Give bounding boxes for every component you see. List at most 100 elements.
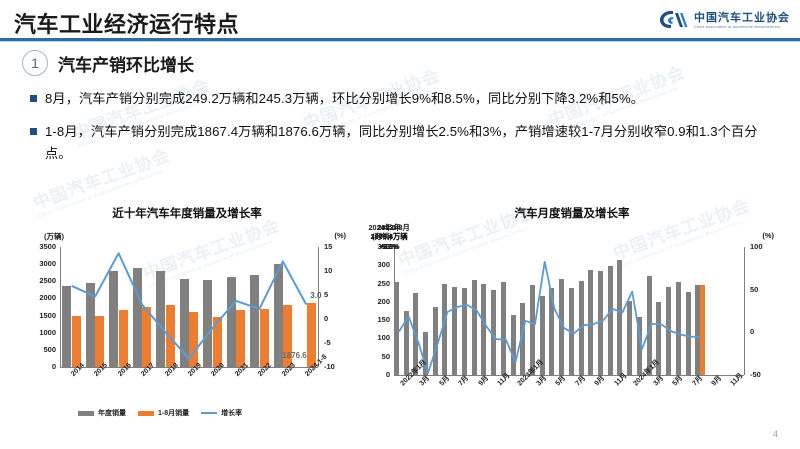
bar [132,268,142,367]
y-axis-tick: 500 [43,344,56,354]
legend-swatch [138,410,154,416]
bar [520,302,526,375]
bar [500,281,506,375]
bar [109,270,119,367]
y2-axis-tick: -50 [750,370,761,379]
bar [189,311,199,367]
bar [306,302,316,367]
legend-label: 年度销量 [98,410,126,417]
y-axis-tick: 1000 [39,327,56,337]
header-divider-light [0,41,800,42]
y2-axis-line [318,247,320,367]
header-divider [0,38,800,41]
list-item: 1-8月，汽车产销分别完成1867.4万辆和1876.6万辆，同比分别增长2.5… [30,121,778,164]
y-axis-tick: 250 [377,278,390,288]
y-axis-tick: 2500 [39,276,56,286]
section-number: 1 [22,50,48,76]
bar [598,270,604,375]
bar [471,279,477,375]
bar [529,285,535,375]
bar [646,276,652,375]
bar [549,287,555,375]
data-label: 3.0 [310,290,322,300]
y2-axis-tick: -10 [324,362,335,371]
bar [452,286,458,375]
y-axis-tick: 350 [377,242,390,251]
caam-logo: 中国汽车工业协会 China Association of Automobile… [658,8,790,30]
bar [695,285,701,375]
bar [118,309,128,367]
bar [250,274,260,367]
caam-logo-icon [658,8,688,30]
legend-swatch [201,411,218,415]
bullet-square-icon [30,128,37,136]
bar [461,287,467,375]
bar [85,282,95,367]
y2-axis-tick: 100 [750,242,763,251]
bullet-list: 8月，汽车产销分别完成249.2万辆和245.3万辆，环比分别增长9%和8.5%… [30,88,778,176]
bar [283,304,293,367]
growth-rate-line [398,260,701,374]
bar [179,278,189,367]
y2-axis-tick: 5 [324,290,329,299]
bar [403,311,409,375]
y-axis-tick: 100 [377,333,390,343]
x-axis-line [60,367,318,369]
bar [675,281,681,375]
y2-axis-unit: (%) [334,231,346,240]
page-number: 4 [772,429,778,439]
bar [273,263,283,367]
bullet-square-icon [30,95,37,102]
bar [212,317,222,367]
y-axis-tick: 0 [51,362,56,371]
chart-legend: 年度销量 1-8月销量 增长率 [78,408,242,418]
bar [656,301,662,375]
y2-axis-unit: (%) [762,231,774,240]
bar [236,310,246,367]
y-axis-tick: 300 [377,260,390,270]
bar [423,331,429,375]
x-axis-line [394,375,744,377]
y-axis-unit: (万销) [372,232,392,241]
bar [442,283,448,375]
bar [539,296,545,375]
bar [510,314,516,375]
legend-item: 增长率 [201,408,242,418]
y-axis-tick: 200 [377,296,390,306]
y-axis-tick: 1500 [39,310,56,320]
bar [95,315,105,367]
y-axis-tick: 50 [381,351,390,361]
bar [203,280,213,367]
legend-item: 1-8月销量 [138,408,189,418]
bar [481,283,487,375]
bar [393,282,399,375]
y-axis-tick: 150 [377,315,390,325]
bar [165,304,175,367]
bar [432,306,438,375]
bullet-text: 8月，汽车产销分别完成249.2万辆和245.3万辆，环比分别增长9%和8.5%… [45,91,645,106]
legend-label: 增长率 [221,410,243,417]
y2-axis-tick: 0 [324,314,329,323]
data-label: 1876.6 [282,351,307,360]
bar [685,292,691,375]
bar [71,315,81,367]
bar [559,279,565,375]
legend-swatch [78,410,94,416]
y2-axis-line [744,247,746,375]
bar [259,309,269,367]
chart-annotation: 2022年 2686.4万辆 +2.1% [370,223,408,251]
bar [627,300,633,375]
plot-area: 0 500 1000 1500 2000 2500 3000 3500 -10 -5 0 5 10 15 2… [39,242,335,378]
page-title: 汽车工业经济运行特点 [14,12,240,37]
bar [491,289,497,375]
bar [588,270,594,375]
y-axis-tick: 3000 [39,259,56,269]
section-heading: 1 汽车产销环比增长 [22,50,194,76]
bar [636,317,642,375]
list-item: 8月，汽车产销分别完成249.2万辆和245.3万辆，环比分别增长9%和8.5%… [30,88,778,109]
bar [142,306,152,367]
monthly-sales-chart: 汽车月度销量及增长率 (万销) (%) 0 50 100 150 200 250 300 35… [362,205,782,430]
legend-label: 1-8月销量 [158,410,190,417]
bar [700,285,706,375]
